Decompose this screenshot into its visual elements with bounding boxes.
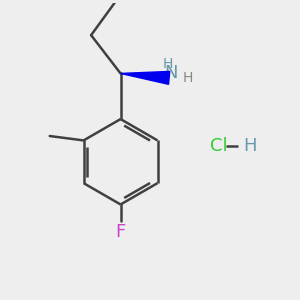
Text: Cl: Cl — [210, 136, 228, 154]
Text: H: H — [182, 71, 193, 85]
Text: H: H — [163, 57, 173, 71]
Text: N: N — [164, 64, 177, 82]
Text: F: F — [116, 223, 126, 241]
Text: H: H — [243, 136, 257, 154]
Polygon shape — [121, 71, 170, 84]
